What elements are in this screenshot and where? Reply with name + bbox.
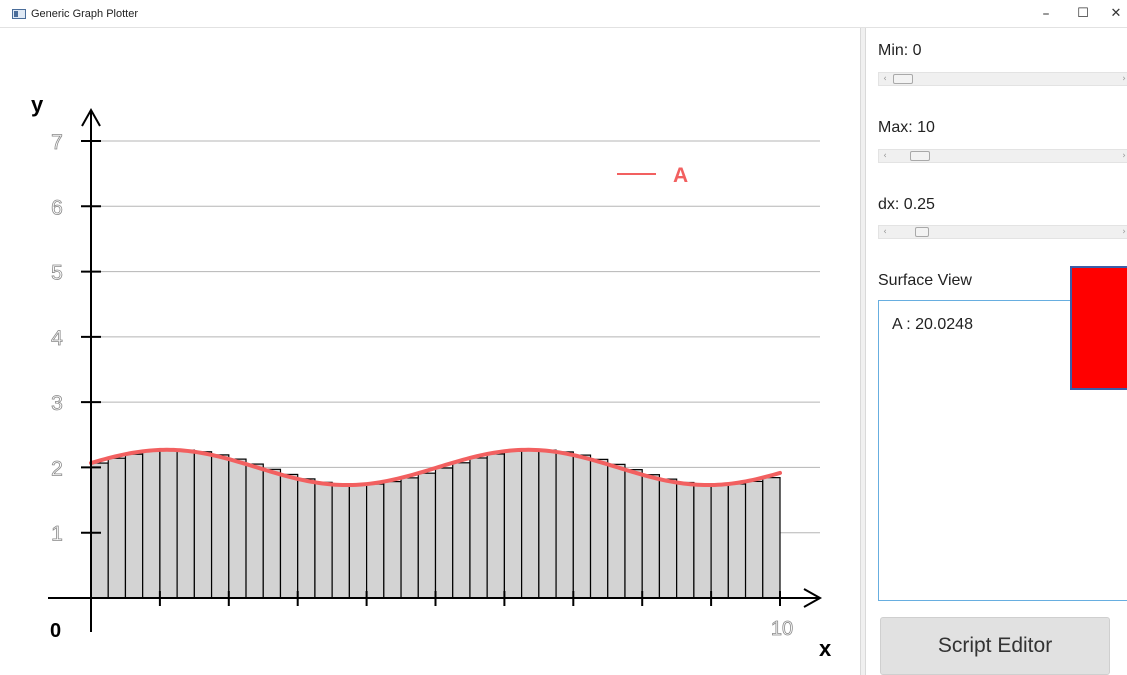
riemann-bar [658, 478, 678, 599]
riemann-bar [210, 454, 230, 599]
riemann-bar [503, 450, 523, 599]
riemann-bar [159, 449, 178, 599]
riemann-bar [314, 481, 333, 599]
y-tick-label: 2 [51, 457, 63, 480]
riemann-bar [710, 484, 729, 599]
riemann-bar [486, 453, 505, 599]
riemann-bar [538, 449, 557, 599]
y-tick-label: 5 [51, 262, 63, 285]
minimize-button[interactable]: – [1042, 6, 1050, 22]
x-axis-arrow [803, 588, 823, 608]
scroll-left-icon[interactable]: ‹ [883, 74, 887, 84]
scroll-left-icon[interactable]: ‹ [883, 227, 887, 237]
title-bar[interactable]: Generic Graph Plotter – ☐ ✕ [0, 0, 1127, 28]
panel-splitter[interactable] [860, 28, 866, 675]
scroll-right-icon[interactable]: › [1122, 151, 1126, 161]
riemann-bar [228, 458, 247, 599]
graph-canvas: 1 2 3 4 5 6 7 y x 0 10 A [31, 92, 832, 661]
riemann-bar [521, 449, 540, 599]
dx-label: dx: 0.25 [878, 196, 935, 213]
window-title: Generic Graph Plotter [31, 8, 138, 20]
riemann-bar [641, 474, 661, 599]
riemann-bar [624, 469, 643, 599]
list-item[interactable]: A : 20.0248 [892, 316, 973, 333]
min-label: Min: 0 [878, 42, 922, 59]
riemann-bar [676, 481, 695, 599]
riemann-bar [452, 462, 471, 599]
scroll-left-icon[interactable]: ‹ [883, 151, 887, 161]
control-panel: Min: 0 ‹ › Max: 10 ‹ › dx: 0.25 ‹ › Surf… [866, 28, 1127, 675]
dx-slider-thumb[interactable] [915, 227, 929, 237]
riemann-bar [176, 449, 195, 599]
riemann-bar [142, 450, 161, 599]
scroll-right-icon[interactable]: › [1122, 74, 1126, 84]
max-slider[interactable]: ‹ › [878, 149, 1127, 163]
riemann-bar [193, 451, 213, 599]
riemann-bar [693, 483, 712, 599]
y-tick-label: 3 [51, 392, 63, 415]
close-button[interactable]: ✕ [1110, 6, 1122, 21]
app-icon [12, 9, 26, 19]
riemann-bar [279, 473, 299, 599]
max-label: Max: 10 [878, 119, 935, 136]
riemann-bar [124, 453, 144, 599]
maximize-button[interactable]: ☐ [1077, 6, 1089, 21]
riemann-bar [762, 477, 781, 599]
x-tick-label-10: 10 [771, 618, 793, 640]
riemann-bar [383, 480, 402, 599]
surface-view-label: Surface View [878, 272, 972, 289]
scroll-right-icon[interactable]: › [1122, 227, 1126, 237]
y-axis-label: y [31, 92, 44, 117]
y-tick-label: 6 [51, 196, 63, 219]
riemann-bar [262, 468, 282, 599]
max-slider-thumb[interactable] [910, 151, 930, 161]
riemann-bar [348, 484, 368, 599]
origin-label: 0 [50, 620, 61, 642]
riemann-bar [245, 463, 264, 599]
riemann-bar [417, 472, 437, 599]
riemann-bar [107, 457, 127, 599]
riemann-bar [400, 477, 419, 599]
min-slider[interactable]: ‹ › [878, 72, 1127, 86]
riemann-bar [572, 454, 592, 599]
series-color-swatch [1070, 266, 1127, 390]
riemann-bar [434, 467, 454, 599]
riemann-bar [366, 483, 385, 599]
plot-area[interactable]: 1 2 3 4 5 6 7 y x 0 10 A [0, 28, 860, 675]
y-tick-label: 1 [51, 523, 63, 546]
x-axis-label: x [819, 636, 832, 661]
dx-slider[interactable]: ‹ › [878, 225, 1127, 239]
script-editor-button[interactable]: Script Editor [880, 617, 1110, 675]
min-slider-thumb[interactable] [893, 74, 913, 84]
y-tick-label: 7 [51, 131, 63, 154]
riemann-bar [555, 451, 574, 599]
series-line-A [89, 447, 782, 488]
riemann-bar [589, 458, 609, 599]
riemann-bar [90, 462, 109, 599]
legend-label-A: A [673, 164, 688, 187]
y-axis-arrow [81, 107, 101, 127]
y-tick-label: 4 [51, 327, 63, 350]
riemann-bar [469, 457, 488, 599]
riemann-bar [297, 478, 316, 599]
riemann-bar [744, 480, 764, 599]
riemann-bar [727, 483, 747, 599]
riemann-bar [331, 483, 350, 599]
riemann-bar [607, 463, 626, 599]
